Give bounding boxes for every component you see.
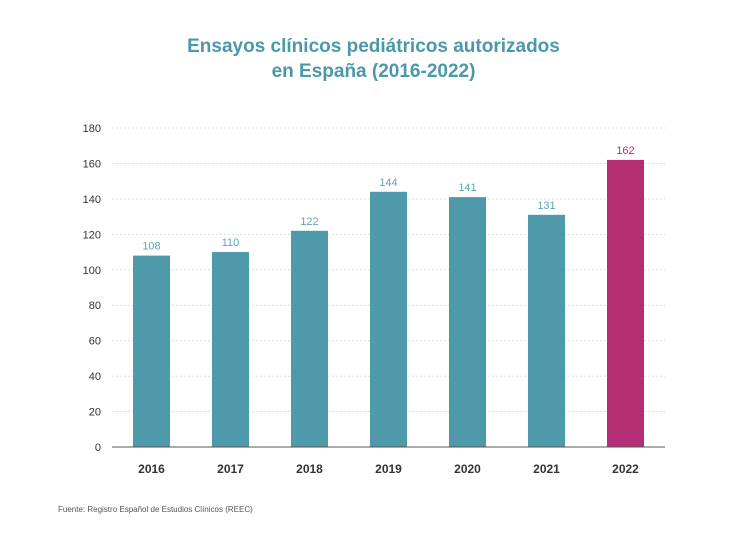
y-tick-label-60: 60	[89, 336, 101, 348]
y-tick-label-40: 40	[89, 371, 101, 383]
x-tick-label-2022: 2022	[612, 462, 639, 476]
data-label-2019: 144	[379, 177, 397, 189]
x-tick-label-2021: 2021	[533, 462, 560, 476]
source-note: Fuente: Registro Español de Estudios Clí…	[58, 505, 253, 514]
data-label-2021: 131	[537, 200, 555, 212]
bar-2018	[291, 230, 328, 447]
y-tick-label-80: 80	[89, 300, 101, 312]
y-tick-label-0: 0	[95, 442, 101, 454]
chart-title-line-1: Ensayos clínicos pediátricos autorizados	[187, 36, 560, 57]
x-tick-label-2018: 2018	[296, 462, 323, 476]
bar-2021	[528, 214, 565, 447]
bar-2017	[212, 252, 249, 447]
bar-2020	[449, 197, 486, 447]
bar-2019	[370, 191, 407, 447]
y-tick-label-100: 100	[83, 265, 101, 277]
x-tick-label-2017: 2017	[217, 462, 244, 476]
y-tick-label-20: 20	[89, 407, 101, 419]
x-tick-label-2016: 2016	[138, 462, 165, 476]
data-label-2022: 162	[616, 145, 634, 157]
x-tick-label-2019: 2019	[375, 462, 402, 476]
data-label-2016: 108	[142, 241, 160, 253]
data-label-2017: 110	[222, 237, 240, 249]
x-tick-label-2020: 2020	[454, 462, 481, 476]
chart-title-line-2: en España (2016-2022)	[271, 61, 476, 82]
bar-2016	[133, 255, 170, 447]
data-label-2020: 141	[458, 182, 476, 194]
y-tick-label-120: 120	[83, 229, 101, 241]
y-tick-label-140: 140	[83, 194, 101, 206]
data-label-2018: 122	[300, 216, 318, 228]
bar-2022	[607, 159, 644, 447]
y-tick-label-160: 160	[83, 158, 101, 170]
chart-title: Ensayos clínicos pediátricos autorizados…	[0, 34, 747, 84]
y-tick-label-180: 180	[83, 123, 101, 135]
